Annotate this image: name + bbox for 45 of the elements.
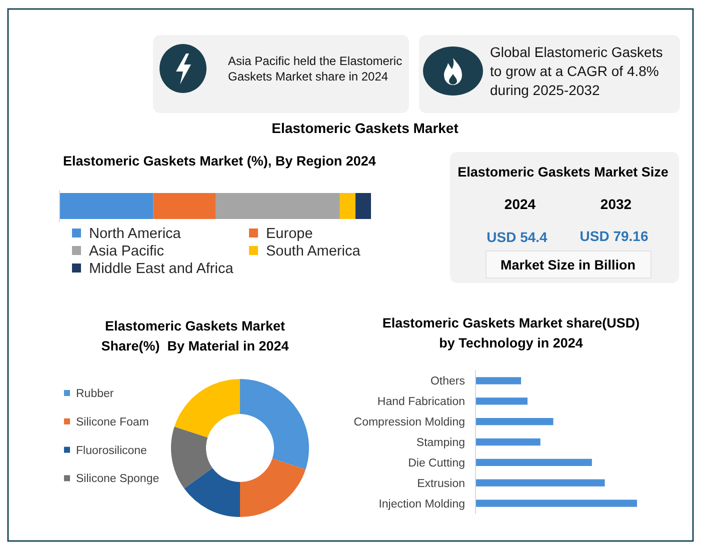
text: USD 79.16 <box>580 228 648 244</box>
legend-label: Rubber <box>76 388 114 400</box>
bar <box>476 377 522 384</box>
donut-slice <box>240 458 306 517</box>
legend-label: North America <box>89 226 182 242</box>
bar <box>340 193 356 219</box>
bar <box>476 500 637 507</box>
text: USD 54.4 <box>486 228 548 245</box>
legend-label: South America <box>266 244 362 260</box>
donut-slice <box>184 468 240 517</box>
bar <box>476 398 528 405</box>
donut-slice <box>171 426 212 489</box>
donut-slice <box>240 379 309 470</box>
legend-label: Europe <box>266 226 313 242</box>
text: 2024 <box>504 196 536 212</box>
y-tick-label: Die Cutting <box>408 457 465 470</box>
text: Global Elastomeric Gaskets to grow at a CAGR of 4.8% during 2025-2032 <box>490 44 663 98</box>
text: Elastomeric Gaskets Market Size <box>458 164 669 180</box>
bar <box>216 193 340 219</box>
legend-label: Silicone Foam <box>76 416 149 428</box>
bar <box>476 458 592 466</box>
y-tick-label: Hand Fabrication <box>377 396 465 408</box>
legend-label: Silicone Sponge <box>76 473 160 486</box>
bar <box>355 193 371 219</box>
text: 2032 <box>600 196 632 212</box>
text: Market Size in Billion <box>500 258 636 273</box>
y-tick-label: Compression Molding <box>354 416 465 429</box>
legend-label: Fluorosilicone <box>76 444 147 457</box>
bar <box>153 193 216 219</box>
bar <box>476 418 554 426</box>
y-tick-label: Stamping <box>416 437 465 450</box>
bar <box>476 438 540 446</box>
bar <box>60 193 154 219</box>
chart-title: Elastomeric Gaskets Market share(USD) by Technology in 2024 <box>382 316 640 351</box>
text: Elastomeric Gaskets Market <box>272 120 459 136</box>
text: Asia Pacific held the Elastomeric Gaskets Market share in 2024 <box>228 54 402 84</box>
bar <box>476 479 605 486</box>
chart-title: Elastomeric Gaskets Market (%), By Region 2024 <box>63 154 376 169</box>
chart-title: Elastomeric Gaskets Market Share(%) By Material in 2024 <box>101 318 290 354</box>
donut-slice <box>174 379 240 438</box>
legend-label: Middle East and Africa <box>89 261 234 278</box>
y-tick-label: Others <box>430 376 466 388</box>
y-tick-label: Extrusion <box>417 478 465 490</box>
y-tick-label: Injection Molding <box>378 498 465 510</box>
legend-label: Asia Pacific <box>89 244 164 260</box>
